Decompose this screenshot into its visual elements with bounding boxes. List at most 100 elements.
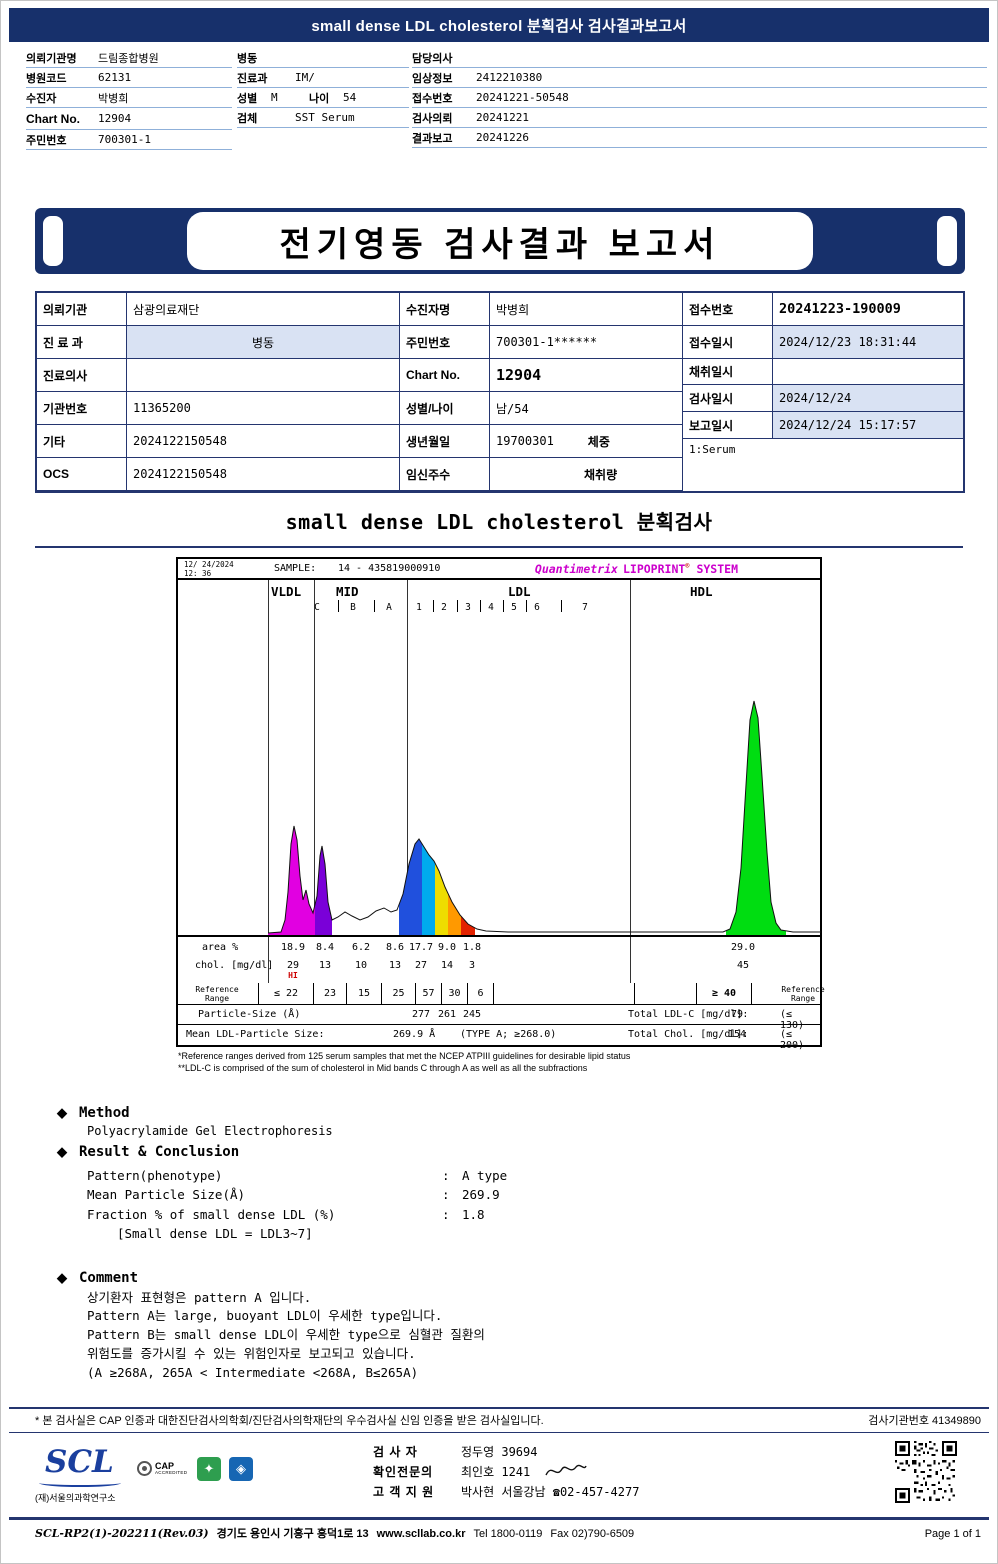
field-value: 12904 [98, 112, 132, 125]
field-value: 54 [343, 91, 357, 104]
result-value: A type [462, 1168, 508, 1183]
support-label: 고 객 지 원 [373, 1484, 435, 1499]
ref-cell: 30 [442, 983, 468, 1004]
column-line [268, 937, 269, 957]
cell-label: 주민번호 [400, 326, 490, 359]
field-value: 20241221-50548 [476, 91, 569, 104]
field-row: 검사의뢰 20241221 [412, 108, 987, 128]
support-contact: 박사현 서울강남 ☎02-457-4277 [461, 1484, 640, 1499]
cell-value: 2024/12/24 15:17:57 [773, 412, 963, 439]
comment-heading: Comment [79, 1269, 139, 1286]
band-divider-ldl-hdl [630, 580, 631, 935]
area-value-hdl: 29.0 [730, 942, 756, 953]
cell-label: OCS [37, 458, 127, 491]
cert-logo-blue: ◈ [229, 1457, 253, 1481]
lab-address: 경기도 용인시 기흥구 흥덕1로 13 [216, 1528, 369, 1540]
particle-row-label: Particle-Size (Å) [198, 1009, 301, 1020]
chart-datetime: 12/ 24/2024 12: 36 [184, 560, 234, 578]
patient-header-col2: 병동 진료과 IM/ 성별 M 나이 54 검체 SST Serum [237, 48, 409, 128]
cell-label: 보고일시 [683, 412, 773, 439]
cell-value: 2024/12/24 [773, 385, 963, 412]
bottom-info-row: SCL-RP2(1)-202211(Rev.03) 경기도 용인시 기흥구 흥덕… [35, 1525, 981, 1541]
certification-text: * 본 검사실은 CAP 인증과 대한진단검사의학회/진단검사의학재단의 우수검… [35, 1415, 544, 1427]
field-value: IM/ [295, 71, 315, 84]
colon: : [442, 1168, 450, 1183]
chol-value: 13 [388, 960, 402, 971]
sample-amount-label: 채취량 [584, 467, 618, 482]
examiner-label: 검 사 자 [373, 1444, 418, 1459]
area-value: 9.0 [437, 942, 457, 953]
field-value: 20241221 [476, 111, 529, 124]
subband-tick [374, 600, 375, 612]
area-value: 17.7 [408, 942, 434, 953]
reference-range-label-left: Reference Range [188, 985, 246, 1003]
cell-value: 채취량 [490, 458, 682, 491]
main-table-left: 의뢰기관 삼광의료재단 수진자명 박병희 진 료 과 병동 주민번호 70030… [37, 293, 682, 491]
chol-value: 29 [286, 960, 300, 971]
cell-label: 채취일시 [683, 359, 773, 385]
field-row: 임상정보 2412210380 [412, 68, 987, 88]
total-ldl-value: 79 [731, 1009, 744, 1020]
subband-tick [503, 600, 504, 612]
ref-cell: ≤ 22 [259, 983, 314, 1004]
method-section: ◆ Method Polyacrylamide Gel Electrophore… [57, 1099, 957, 1382]
column-line [630, 937, 631, 957]
ref-cell-hdl: ≥ 40 [696, 983, 752, 1004]
chol-value-hdl: 45 [736, 960, 750, 971]
result-note: [Small dense LDL = LDL3~7] [117, 1226, 313, 1242]
scl-logo-swoosh [39, 1479, 121, 1487]
result-row: Fraction % of small dense LDL (%):1.8 [87, 1205, 957, 1224]
result-row: Pattern(phenotype): A type [87, 1166, 957, 1185]
brand-system: SYSTEM [696, 562, 738, 576]
chol-row-label: chol. [mg/dl] [195, 960, 274, 971]
subband-1: 1 [416, 602, 422, 613]
mean-type: (TYPE A; ≥268.0) [460, 1029, 557, 1040]
field-value: 드림종합병원 [98, 51, 159, 65]
area-percent-row: area % 18.9 8.4 6.2 8.6 17.7 9.0 1.8 29.… [178, 935, 820, 957]
result-value: 269.9 [462, 1187, 500, 1203]
area-value: 6.2 [351, 942, 371, 953]
method-heading: Method [79, 1105, 130, 1121]
column-line [630, 957, 631, 983]
field-value: 700301-1 [98, 133, 151, 146]
cell-value: 병동 [127, 326, 400, 359]
area-row-label: area % [202, 942, 239, 953]
result-rows: Pattern(phenotype): A type Mean Particle … [87, 1166, 957, 1244]
subband-tick [338, 600, 339, 612]
band-divider-vldl-mid [314, 580, 315, 935]
field-label: 접수번호 [412, 92, 453, 105]
result-heading-row: ◆ Result & Conclusion [57, 1144, 957, 1160]
field-row: 담당의사 [412, 48, 987, 68]
cell-value: 2024/12/23 18:31:44 [773, 326, 963, 359]
subband-4: 4 [488, 602, 494, 613]
sample-label: SAMPLE: [274, 563, 317, 574]
field-label: 수진자 [26, 92, 57, 105]
subband-7: 7 [582, 602, 588, 613]
subband-2: 2 [441, 602, 447, 613]
lipoprint-chart: 12/ 24/2024 12: 36 SAMPLE: 14 - 43581900… [176, 557, 825, 1051]
total-ldl-reference: (≤ 130) [780, 1009, 805, 1031]
ref-cell: 6 [468, 983, 494, 1004]
band-label-ldl: LDL [508, 584, 531, 599]
chart-footnotes: *Reference ranges derived from 125 serum… [178, 1051, 838, 1074]
signature-area: SCL (재)서울의과학연구소 CAP ACCREDITED ✦ ◈ 검 사 자… [1, 1439, 997, 1515]
examiner-name: 정두영 39694 [461, 1444, 538, 1459]
verifier-label: 확인전문의 [373, 1464, 434, 1479]
particle-size-value: 277 [411, 1009, 431, 1020]
ref-cell: 25 [382, 983, 416, 1004]
field-label: 검사의뢰 [412, 112, 453, 125]
range-word: Range [204, 994, 230, 1004]
chol-value: 13 [318, 960, 332, 971]
field-value: SST Serum [295, 111, 355, 124]
examiner-row: 검 사 자 정두영 39694 [373, 1441, 639, 1461]
chart-plot: VLDL MID LDL HDL C B A 1 2 3 4 5 6 7 [178, 580, 821, 935]
top-title-bar: small dense LDL cholesterol 분획검사 검사결과보고서 [9, 8, 989, 42]
plot-divider [268, 580, 269, 935]
cell-value: 11365200 [127, 392, 400, 425]
cell-label: 성별/나이 [400, 392, 490, 425]
weight-label: 체중 [587, 434, 610, 449]
subband-tick [457, 600, 458, 612]
title-banner: 전기영동 검사결과 보고서 [35, 208, 965, 274]
result-label: Fraction % of small dense LDL (%) [87, 1206, 336, 1222]
particle-size-value: 261 [437, 1009, 457, 1020]
